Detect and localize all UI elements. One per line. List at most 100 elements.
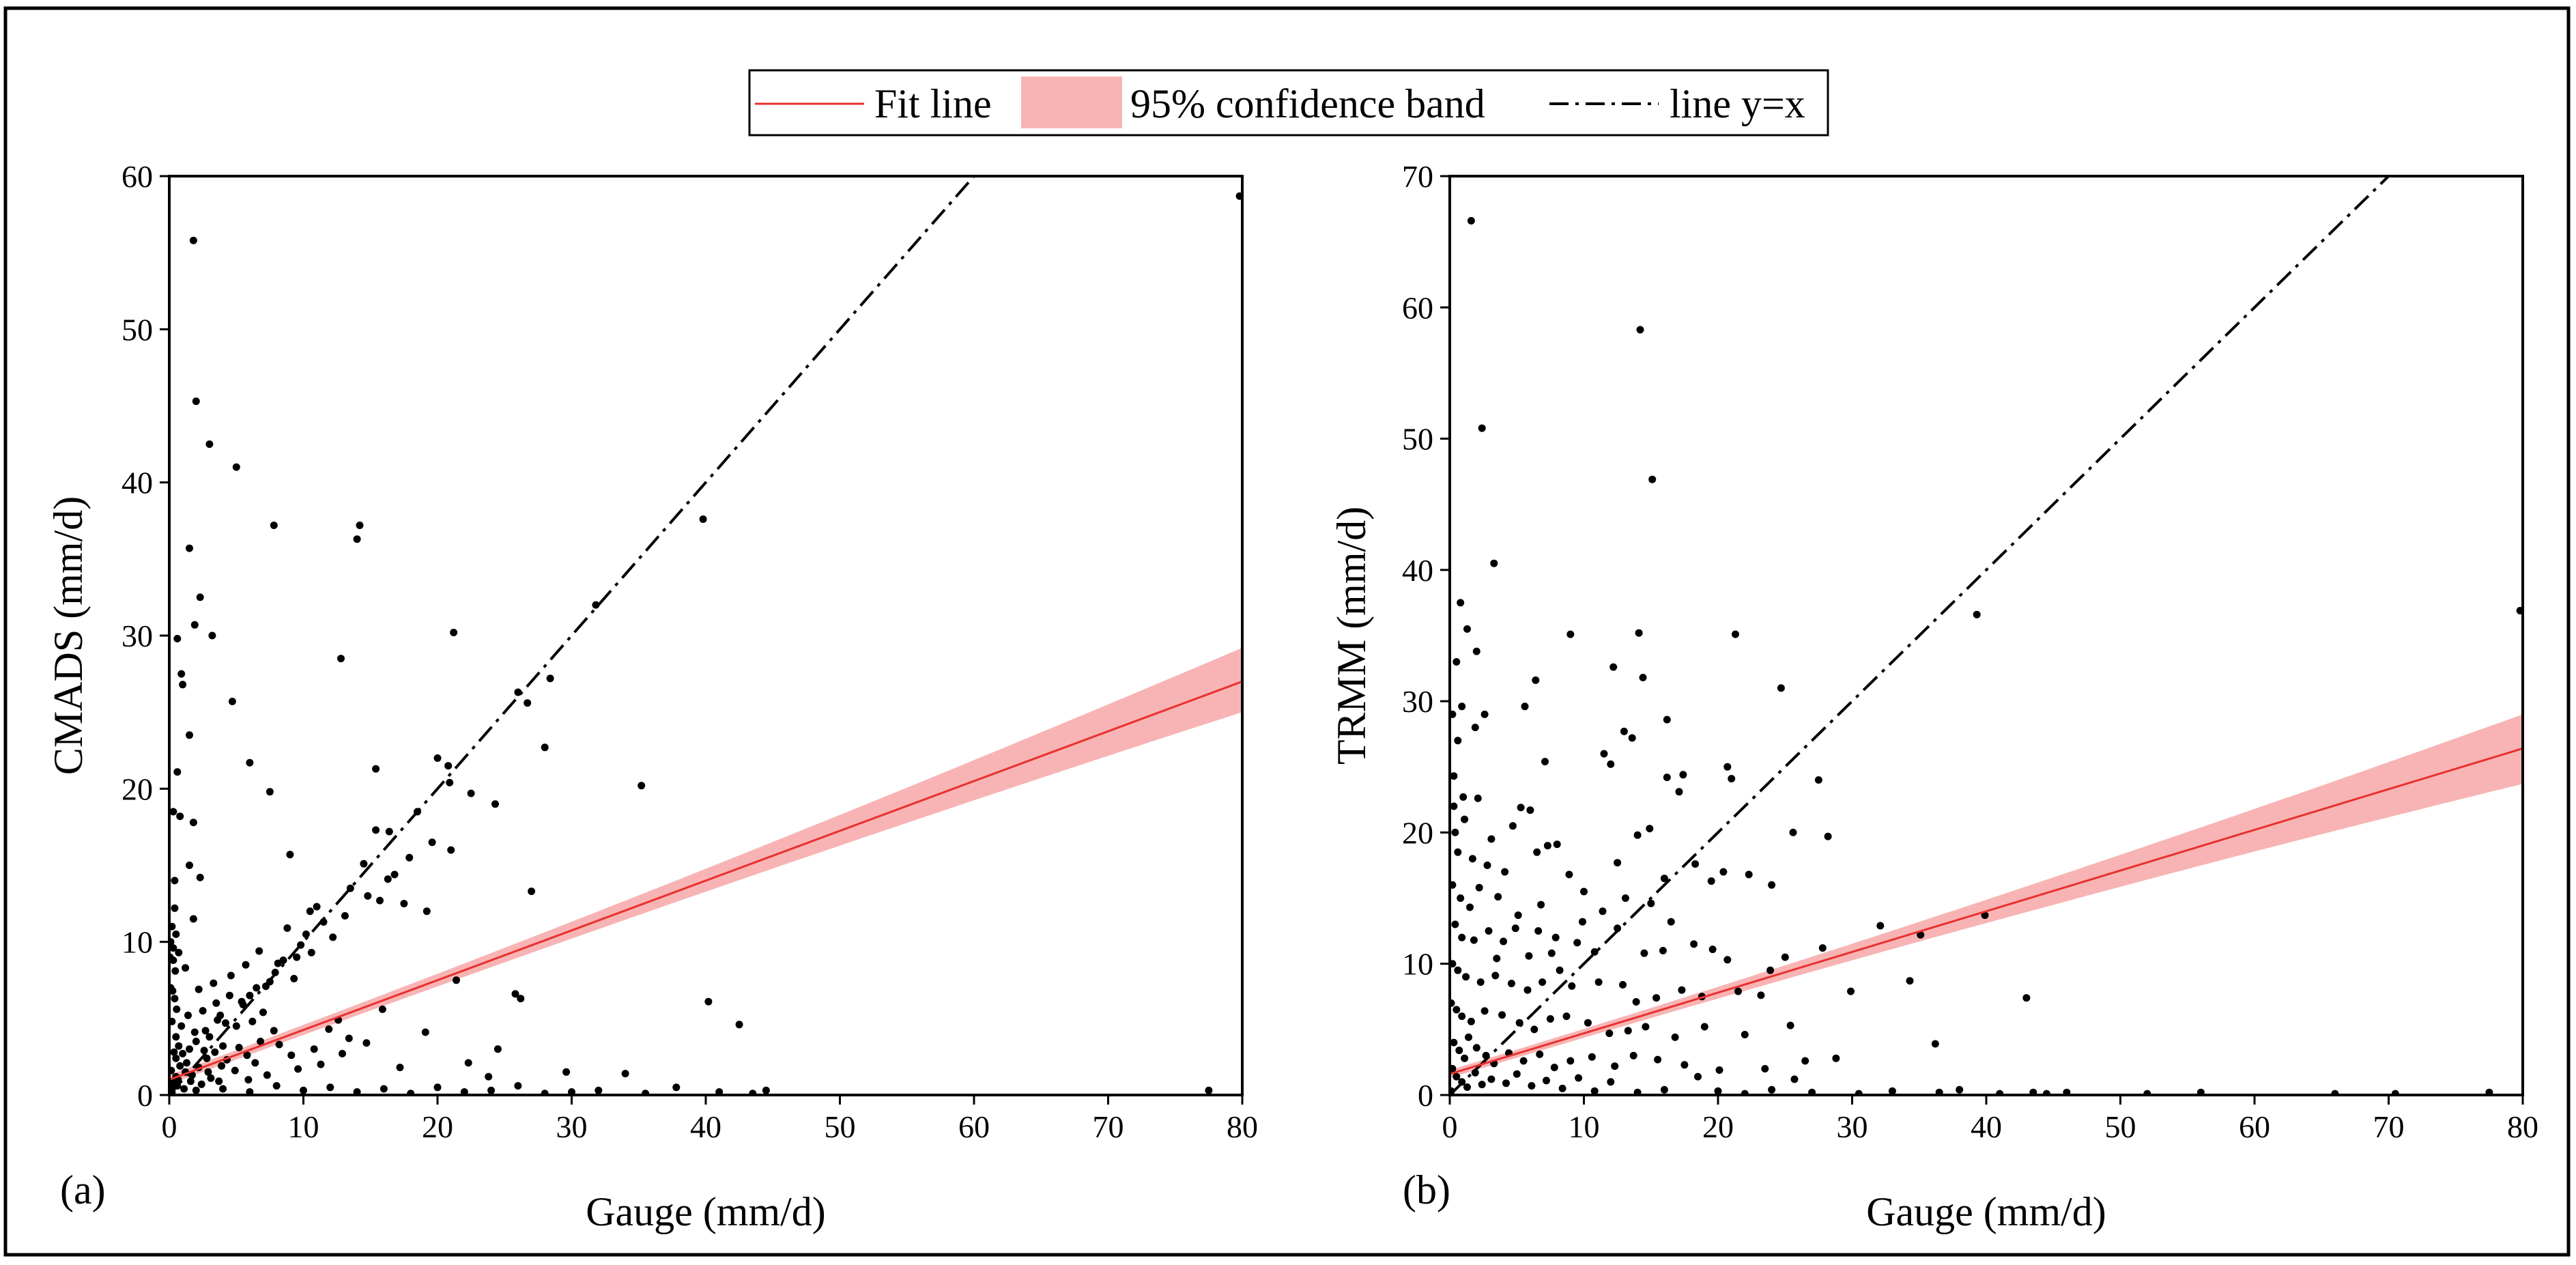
panel-b-data-point	[2022, 994, 2031, 1002]
panel-a-data-point	[253, 984, 261, 992]
panel-a-data-point	[177, 1022, 186, 1030]
panel-a-data-point	[638, 782, 646, 790]
panel-a-data-point	[212, 999, 220, 1007]
panel-b-data-point	[1588, 1053, 1596, 1061]
panel-a-data-point	[173, 1082, 182, 1090]
panel-a-data-point	[272, 1082, 281, 1090]
panel-b-data-point	[1614, 859, 1622, 867]
panel-b-data-point	[1472, 647, 1480, 655]
panel-b-data-point	[1526, 806, 1534, 814]
panel-a-data-point	[169, 1088, 176, 1095]
panel-b-data-point	[1478, 1081, 1486, 1089]
panel-b-data-point	[1523, 986, 1532, 994]
panel-a-data-point	[345, 1034, 353, 1042]
panel-b-data-point	[1550, 1064, 1558, 1072]
panel-a-data-point	[546, 674, 554, 683]
panel-b-data-point	[1546, 1015, 1554, 1023]
panel-b-label: (b)	[1403, 1167, 1450, 1212]
panel-b-data-point	[1789, 828, 1797, 836]
panel-a-data-point	[196, 593, 204, 601]
panel-a-data-point	[169, 922, 176, 930]
panel-a-data-point	[197, 1080, 205, 1088]
legend-identity-label: line y=x	[1670, 81, 1805, 126]
panel-a-data-point	[180, 1085, 188, 1093]
panel-a-data-point	[341, 912, 349, 920]
panel-b-data-point	[1741, 1031, 1749, 1038]
panel-a-data-point	[270, 1027, 278, 1035]
panel-a-data-point	[270, 522, 278, 529]
panel-a-data-point	[450, 629, 458, 636]
panel-b-data-point	[1459, 793, 1468, 801]
panel-b-y-tick-label: 60	[1402, 290, 1433, 325]
panel-b-data-point	[1708, 946, 1717, 954]
panel-a-data-point	[219, 1042, 227, 1050]
panel-b-data-point	[1452, 1072, 1461, 1081]
panel-b-data-point	[1450, 1038, 1458, 1047]
panel-a-y-tick-label: 60	[121, 159, 153, 194]
panel-a-data-point	[337, 655, 345, 663]
panel-a-data-point	[215, 1077, 223, 1085]
panel-a-data-point	[313, 902, 321, 911]
panel-b-data-point	[1471, 724, 1479, 732]
panel-b-data-point	[1824, 832, 1832, 840]
panel-b-points	[1450, 216, 2523, 1095]
panel-b-data-point	[1547, 949, 1556, 957]
panel-b-data-point	[1801, 1057, 1809, 1065]
panel-a-data-point	[447, 846, 455, 854]
panel-b-data-point	[1808, 1088, 1816, 1095]
panel-b-data-point	[1461, 1054, 1469, 1062]
panel-a: 0 10 20 30 40 50 60 70 80 0 10 20 30 40 50 60 Gauge (m…	[46, 159, 1258, 1234]
panel-b-data-point	[1562, 1012, 1571, 1021]
panel-b-data-point	[1454, 966, 1462, 974]
panel-a-data-point	[182, 964, 190, 972]
panel-a-x-tick-label: 20	[422, 1109, 453, 1144]
panel-a-x-tick-label: 0	[162, 1109, 177, 1144]
panel-b-data-point	[1501, 868, 1509, 876]
panel-b-data-point	[1757, 991, 1765, 999]
panel-b-data-point	[1766, 966, 1775, 974]
panel-b-data-point	[1450, 802, 1458, 810]
panel-b-data-point	[1539, 978, 1547, 986]
panel-a-data-point	[433, 1083, 442, 1092]
panel-b-data-point	[1715, 1066, 1723, 1074]
panel-b-data-point	[1620, 727, 1628, 735]
panel-b-data-point	[1624, 1027, 1632, 1035]
panel-a-data-point	[353, 1088, 361, 1095]
panel-b-data-point	[1461, 815, 1469, 823]
panel-a-x-tick-label: 80	[1227, 1109, 1258, 1144]
panel-a-data-point	[491, 800, 499, 808]
panel-a-data-point	[172, 930, 180, 938]
panel-a-data-point	[169, 944, 177, 952]
panel-a-data-point	[325, 1025, 333, 1033]
panel-a-data-point	[704, 997, 713, 1006]
panel-b-data-point	[1551, 933, 1560, 941]
panel-a-data-point	[326, 1083, 334, 1092]
panel-b-data-point	[1906, 977, 1914, 985]
panel-b-x-tick-label: 70	[2373, 1109, 2405, 1144]
panel-a-data-point	[201, 1027, 210, 1035]
panel-b-data-point	[1500, 937, 1508, 946]
panel-a-data-point	[390, 870, 399, 879]
panel-b-data-point	[1745, 870, 1753, 879]
panel-b-y-tick-label: 0	[1418, 1078, 1433, 1113]
panel-b-data-point	[1646, 825, 1654, 833]
panel-a-data-point	[177, 670, 186, 678]
panel-b-data-point	[1714, 1087, 1722, 1095]
panel-a-data-point	[175, 948, 183, 956]
panel-a-data-point	[246, 991, 254, 999]
panel-a-confidence-band	[169, 647, 1242, 1085]
panel-b-data-point	[1660, 875, 1668, 883]
panel-a-data-point	[183, 1059, 190, 1067]
panel-a-data-point	[362, 1039, 371, 1047]
panel-b-data-point	[1761, 1065, 1769, 1072]
panel-a-data-point	[1235, 192, 1242, 200]
panel-b-data-point	[1463, 1083, 1471, 1091]
panel-b-data-point	[1502, 1079, 1510, 1088]
panel-a-data-point	[414, 808, 421, 816]
legend-band-swatch	[1021, 76, 1122, 128]
panel-a-data-point	[329, 933, 337, 941]
panel-a-data-point	[524, 699, 532, 707]
panel-a-data-point	[306, 907, 314, 915]
panel-b-data-point	[1575, 1074, 1583, 1082]
panel-a-data-point	[384, 875, 392, 883]
